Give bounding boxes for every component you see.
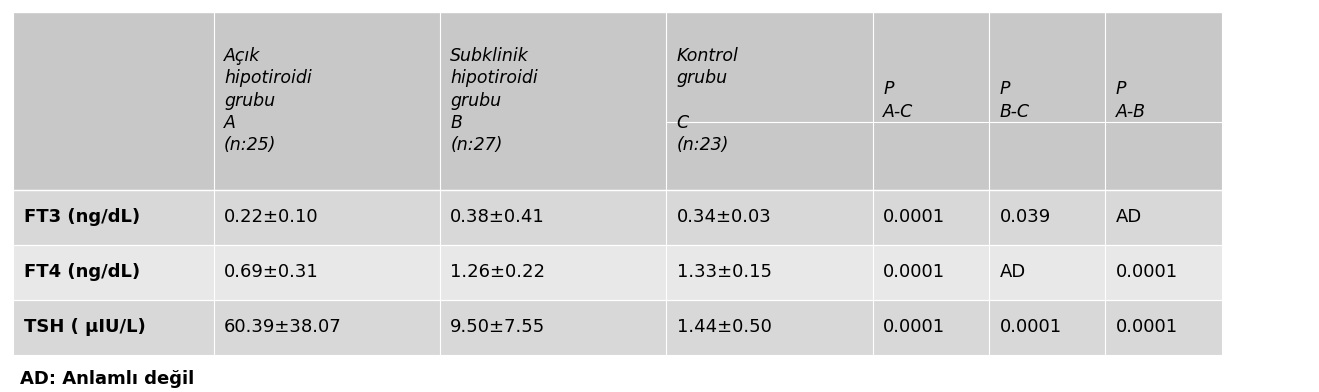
Text: Kontrol
grubu

C
(n:23): Kontrol grubu C (n:23) [677, 47, 739, 154]
Bar [873, 189, 989, 245]
Text: P
B-C: P B-C [1000, 80, 1030, 121]
Text: AD: AD [1000, 263, 1026, 281]
Bar [666, 12, 873, 189]
Bar [214, 300, 439, 355]
Text: AD: Anlamlı değil: AD: Anlamlı değil [20, 370, 194, 388]
Text: FT4 (ng/dL): FT4 (ng/dL) [24, 263, 140, 281]
Bar [439, 245, 666, 300]
Text: 0.0001: 0.0001 [1000, 318, 1062, 336]
Text: 0.0001: 0.0001 [884, 208, 946, 226]
Bar [873, 12, 989, 189]
Text: Açık
hipotiroidi
grubu
A
(n:25): Açık hipotiroidi grubu A (n:25) [224, 47, 311, 154]
Bar [1105, 12, 1221, 189]
Text: TSH ( μIU/L): TSH ( μIU/L) [24, 318, 145, 336]
Bar [666, 300, 873, 355]
Bar [13, 300, 214, 355]
Bar [989, 300, 1105, 355]
Text: 0.039: 0.039 [1000, 208, 1051, 226]
Bar [1105, 245, 1221, 300]
Text: 1.33±0.15: 1.33±0.15 [677, 263, 772, 281]
Bar [439, 12, 666, 189]
Text: P
A-B: P A-B [1116, 80, 1146, 121]
Bar [214, 189, 439, 245]
Bar [439, 300, 666, 355]
Text: 0.34±0.03: 0.34±0.03 [677, 208, 772, 226]
Text: 0.0001: 0.0001 [1116, 318, 1178, 336]
Text: 1.44±0.50: 1.44±0.50 [677, 318, 772, 336]
Text: 0.38±0.41: 0.38±0.41 [450, 208, 545, 226]
Bar [666, 189, 873, 245]
Text: 0.0001: 0.0001 [1116, 263, 1178, 281]
Text: AD: AD [1116, 208, 1142, 226]
Text: 0.69±0.31: 0.69±0.31 [224, 263, 319, 281]
Bar [989, 12, 1105, 189]
Bar [666, 245, 873, 300]
Bar [1105, 189, 1221, 245]
Bar [989, 189, 1105, 245]
Text: 60.39±38.07: 60.39±38.07 [224, 318, 342, 336]
Text: 9.50±7.55: 9.50±7.55 [450, 318, 546, 336]
Bar [1105, 300, 1221, 355]
Bar [214, 245, 439, 300]
Text: FT3 (ng/dL): FT3 (ng/dL) [24, 208, 140, 226]
Bar [214, 12, 439, 189]
Bar [873, 245, 989, 300]
Text: Subklinik
hipotiroidi
grubu
B
(n:27): Subklinik hipotiroidi grubu B (n:27) [450, 47, 538, 154]
Bar [989, 245, 1105, 300]
Text: P
A-C: P A-C [884, 80, 914, 121]
Bar [13, 12, 214, 189]
Text: 0.22±0.10: 0.22±0.10 [224, 208, 319, 226]
Text: 0.0001: 0.0001 [884, 263, 946, 281]
Bar [13, 189, 214, 245]
Bar [13, 245, 214, 300]
Text: 0.0001: 0.0001 [884, 318, 946, 336]
Text: 1.26±0.22: 1.26±0.22 [450, 263, 545, 281]
Bar [873, 300, 989, 355]
Bar [439, 189, 666, 245]
